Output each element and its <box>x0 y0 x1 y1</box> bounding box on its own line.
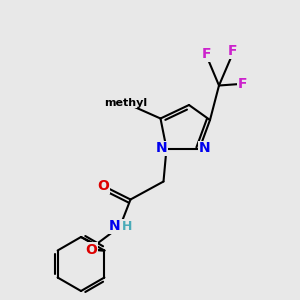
Text: N: N <box>155 142 167 155</box>
Text: F: F <box>202 47 212 61</box>
Text: O: O <box>97 179 109 193</box>
Text: F: F <box>228 44 237 58</box>
Text: N: N <box>109 220 120 233</box>
Text: F: F <box>238 77 247 91</box>
Text: O: O <box>85 243 97 256</box>
Text: N: N <box>199 142 211 155</box>
Text: H: H <box>122 220 132 233</box>
Text: methyl: methyl <box>104 98 148 108</box>
